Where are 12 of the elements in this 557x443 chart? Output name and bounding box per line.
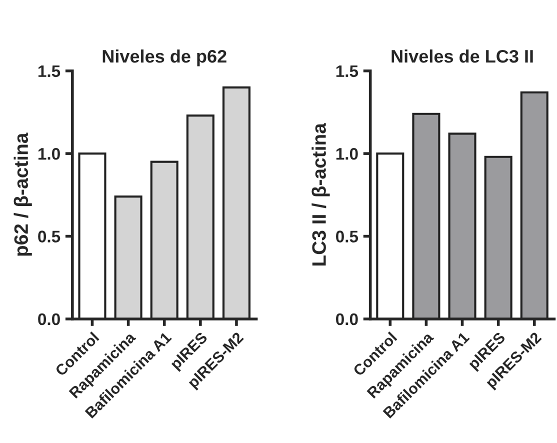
y-tick-label: 0.5 — [336, 230, 358, 242]
y-tick-label: 1.5 — [38, 65, 60, 78]
y-tick-label: 1.0 — [336, 148, 358, 160]
y-axis-title: p62 / β-actina — [14, 132, 32, 256]
y-tick-label: 1.0 — [38, 148, 60, 160]
y-tick-label: 1.5 — [336, 65, 358, 78]
y-axis-title: LC3 II / β-actina — [312, 122, 330, 266]
chart-title: Niveles de LC3 II — [392, 49, 533, 63]
y-tick-label: 0.0 — [38, 313, 60, 326]
y-tick-label: 0.0 — [336, 313, 358, 326]
chart-title: Niveles de p62 — [102, 49, 226, 66]
y-tick-label: 0.5 — [38, 230, 60, 242]
